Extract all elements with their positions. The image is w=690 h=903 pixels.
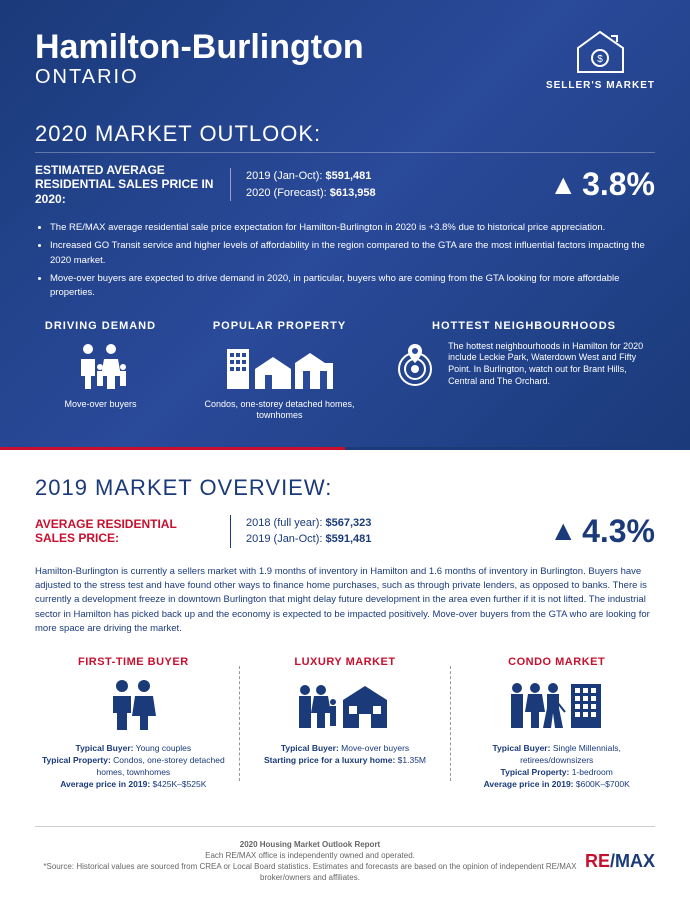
seg-title: CONDO MARKET [458, 656, 655, 668]
arrow-up-icon: ▲ [549, 169, 577, 201]
overview-price-label: AVERAGE RESIDENTIAL SALES PRICE: [35, 517, 215, 546]
overview-body: Hamilton-Burlington is currently a selle… [35, 565, 655, 636]
ov-year2-label: 2019 (Jan-Oct): [246, 533, 322, 545]
bullet-item: Move-over buyers are expected to drive d… [50, 272, 655, 301]
hottest-col: HOTTEST NEIGHBOURHOODS The hottest neigh… [393, 320, 655, 421]
year2-label: 2020 (Forecast): [246, 187, 327, 199]
year1-label: 2019 (Jan-Oct): [246, 170, 322, 182]
overview-price-row: AVERAGE RESIDENTIAL SALES PRICE: 2018 (f… [35, 513, 655, 550]
market-badge: $ SELLER'S MARKET [546, 30, 655, 91]
outlook-pct: 3.8% [582, 166, 655, 203]
arrow-up-icon: ▲ [549, 515, 577, 547]
hottest-caption: The hottest neighbourhoods in Hamilton f… [448, 341, 655, 388]
family-mansion-icon [247, 678, 444, 733]
driving-caption: Move-over buyers [35, 399, 166, 411]
year1-value: $591,481 [325, 170, 371, 182]
segment-condo: CONDO MARKET Typical Buyer: Single Mille… [458, 656, 655, 791]
ov-year2-value: $591,481 [325, 533, 371, 545]
market-type-label: SELLER'S MARKET [546, 80, 655, 91]
province-name: ONTARIO [35, 66, 364, 89]
svg-text:$: $ [597, 54, 603, 65]
footer-line1: Each RE/MAX office is independently owne… [205, 851, 415, 860]
hero-top: Hamilton-Burlington ONTARIO $ SELLER'S M… [35, 30, 655, 91]
people-condo-icon [458, 678, 655, 733]
bullet-item: Increased GO Transit service and higher … [50, 239, 655, 268]
driving-title: DRIVING DEMAND [35, 320, 166, 332]
overview-section: 2019 MARKET OVERVIEW: AVERAGE RESIDENTIA… [0, 450, 690, 811]
couple-icon [35, 678, 232, 733]
footer-title: 2020 Housing Market Outlook Report [240, 840, 380, 849]
popular-title: POPULAR PROPERTY [186, 320, 373, 332]
house-dollar-icon: $ [573, 30, 628, 75]
outlook-price-years: 2019 (Jan-Oct): $591,481 2020 (Forecast)… [230, 168, 376, 201]
outlook-change: ▲ 3.8% [549, 166, 655, 203]
outlook-title: 2020 MARKET OUTLOOK: [35, 121, 655, 153]
infographic-page: Hamilton-Burlington ONTARIO $ SELLER'S M… [0, 0, 690, 903]
hero-section: Hamilton-Burlington ONTARIO $ SELLER'S M… [0, 0, 690, 447]
family-icon [35, 341, 166, 391]
outlook-icons-row: DRIVING DEMAND Move-over buyers POPULAR … [35, 320, 655, 421]
overview-title: 2019 MARKET OVERVIEW: [35, 475, 655, 501]
ov-year1-value: $567,323 [326, 517, 372, 529]
segment-first-time: FIRST-TIME BUYER Typical Buyer: Young co… [35, 656, 232, 791]
seg-title: FIRST-TIME BUYER [35, 656, 232, 668]
driving-demand-col: DRIVING DEMAND Move-over buyers [35, 320, 166, 421]
overview-change: ▲ 4.3% [549, 513, 655, 550]
city-name: Hamilton-Burlington [35, 30, 364, 64]
seg-text: Typical Buyer: Young couples Typical Pro… [35, 743, 232, 791]
popular-property-col: POPULAR PROPERTY Condos, one-storey deta… [186, 320, 373, 421]
footer-text: 2020 Housing Market Outlook Report Each … [35, 839, 585, 884]
buildings-icon [186, 341, 373, 391]
target-pin-icon [393, 341, 438, 391]
outlook-price-row: ESTIMATED AVERAGE RESIDENTIAL SALES PRIC… [35, 163, 655, 206]
seg-title: LUXURY MARKET [247, 656, 444, 668]
hottest-title: HOTTEST NEIGHBOURHOODS [393, 320, 655, 332]
logo-re: RE [585, 851, 610, 871]
outlook-price-label: ESTIMATED AVERAGE RESIDENTIAL SALES PRIC… [35, 163, 215, 206]
seg-text: Typical Buyer: Single Millennials, retir… [458, 743, 655, 791]
outlook-bullets: The RE/MAX average residential sale pric… [35, 221, 655, 300]
year2-value: $613,958 [330, 187, 376, 199]
segments-row: FIRST-TIME BUYER Typical Buyer: Young co… [35, 656, 655, 791]
hero-title: Hamilton-Burlington ONTARIO [35, 30, 364, 89]
remax-logo: RE/MAX [585, 851, 655, 872]
overview-pct: 4.3% [582, 513, 655, 550]
popular-caption: Condos, one-storey detached homes, townh… [186, 399, 373, 422]
footer-line2: *Source: Historical values are sourced f… [43, 862, 576, 882]
segment-luxury: LUXURY MARKET Typical Buyer: Move-over b… [247, 656, 444, 791]
ov-year1-label: 2018 (full year): [246, 517, 322, 529]
seg-text: Typical Buyer: Move-over buyers Starting… [247, 743, 444, 767]
bullet-item: The RE/MAX average residential sale pric… [50, 221, 655, 235]
logo-max: /MAX [610, 851, 655, 871]
footer: 2020 Housing Market Outlook Report Each … [35, 826, 655, 903]
overview-price-years: 2018 (full year): $567,323 2019 (Jan-Oct… [230, 515, 371, 548]
